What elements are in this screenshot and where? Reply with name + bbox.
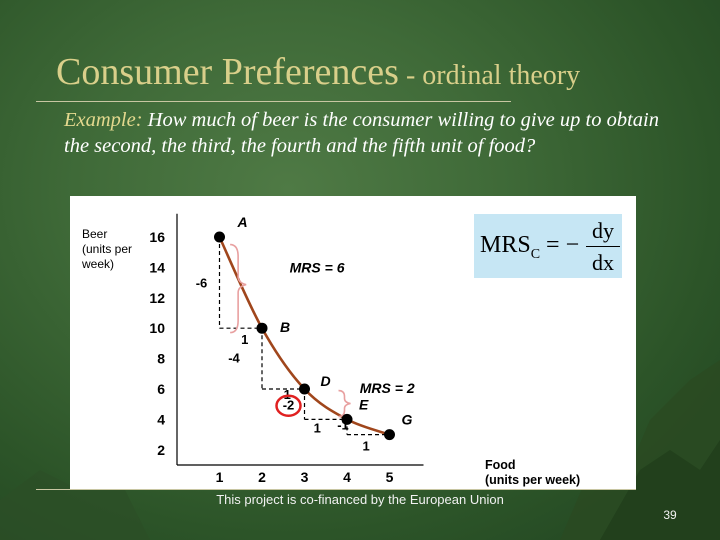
step-run-label: 1	[314, 420, 321, 435]
point-label: G	[402, 412, 413, 428]
x-tick-label: 5	[386, 469, 394, 485]
step-drop-label: -6	[196, 276, 208, 291]
point-label: B	[280, 319, 290, 335]
chart-panel: 16 14 12 10 8 6 4 2 1 2 3 4 5 Beer (units per week) Food…	[70, 196, 636, 490]
example-text: Example: How much of beer is the consume…	[64, 107, 664, 159]
footer-divider	[36, 489, 636, 490]
formula-equals: = −	[540, 232, 580, 258]
y-tick-label: 16	[149, 229, 165, 245]
y-tick-label: 14	[149, 259, 165, 275]
footer-text: This project is co-financed by the Europ…	[216, 492, 504, 507]
formula-numerator: dy	[592, 218, 614, 243]
highlight-circle	[275, 394, 302, 417]
slide-title: Consumer Preferences - ordinal theory	[56, 50, 696, 94]
y-tick-label: 4	[157, 411, 165, 427]
formula-subscript: C	[530, 246, 541, 262]
point-label: D	[321, 373, 331, 389]
mrs-formula-box: MRSC = − dy dx	[474, 214, 622, 278]
title-divider	[36, 101, 511, 102]
y-tick-label: 8	[157, 351, 165, 367]
title-subtitle: - ordinal theory	[398, 60, 581, 91]
mrs-annotation: MRS = 6	[290, 259, 345, 275]
example-question: How much of beer is the consumer willing…	[64, 109, 659, 157]
formula-fraction: dy dx	[586, 218, 620, 276]
point-label: E	[359, 396, 369, 412]
step-run-label: 1	[363, 439, 370, 454]
x-tick-label: 3	[301, 469, 309, 485]
formula-mrs: MRS	[480, 232, 531, 258]
step-drop-label: -2	[283, 398, 295, 413]
formula-denominator: dx	[592, 250, 614, 275]
x-axis-title-line: (units per week)	[485, 473, 580, 487]
y-tick-label: 2	[157, 442, 165, 458]
step-drop-label: -4	[228, 351, 240, 366]
curve-point	[256, 322, 268, 334]
curve-point	[341, 413, 353, 425]
example-lead: Example:	[64, 109, 143, 131]
page-number: 39	[663, 508, 677, 522]
x-tick-label: 2	[258, 469, 266, 485]
curve-point	[384, 429, 395, 441]
y-tick-label: 6	[157, 381, 165, 397]
step-drop-label: -1	[337, 417, 349, 432]
curve-point	[214, 231, 225, 243]
x-tick-label: 4	[343, 469, 351, 485]
step-run-label: 1	[284, 387, 291, 402]
y-tick-label: 12	[149, 290, 165, 306]
mrs-annotation: MRS = 2	[360, 380, 415, 396]
x-tick-label: 1	[216, 469, 224, 485]
y-tick-label: 10	[149, 320, 165, 336]
mrs-brace-second	[338, 389, 351, 418]
fraction-bar	[586, 246, 620, 247]
x-axis-title-line: Food	[485, 458, 516, 472]
formula-lhs: MRSC = −	[480, 232, 579, 263]
y-axis-title-line: week)	[81, 257, 114, 271]
curve-point	[299, 383, 310, 395]
point-label: A	[237, 214, 248, 230]
step-run-label: 1	[241, 332, 248, 347]
y-axis-title-line: Beer	[82, 227, 107, 241]
mrs-brace-first	[230, 243, 247, 334]
y-axis-title-line: (units per	[82, 242, 132, 256]
title-main: Consumer Preferences	[56, 51, 399, 93]
